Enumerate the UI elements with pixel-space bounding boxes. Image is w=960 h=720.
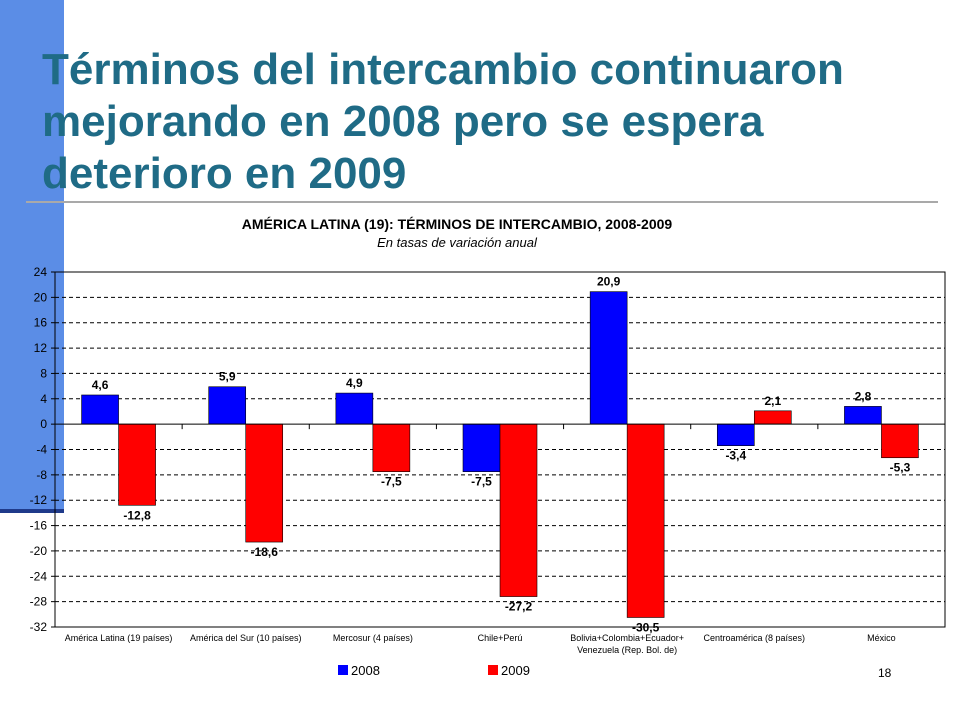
category-label: América Latina (19 países)	[65, 633, 173, 643]
y-tick-label: -32	[30, 620, 48, 634]
category-label: América del Sur (10 países)	[190, 633, 302, 643]
data-label: 4,9	[346, 376, 363, 390]
category-label: Bolivia+Colombia+Ecuador+	[570, 633, 684, 643]
page-number: 18	[878, 666, 892, 680]
y-tick-label: 0	[40, 417, 47, 431]
accent-bar	[0, 0, 64, 512]
category-label: Mercosur (4 países)	[333, 633, 413, 643]
data-label: -30,5	[632, 620, 660, 634]
data-label: -3,4	[725, 449, 746, 463]
legend-swatch-2009	[488, 665, 498, 675]
slide-title: Términos del intercambio continuaron mej…	[42, 45, 844, 198]
data-label: 20,9	[597, 275, 621, 289]
y-tick-label: 16	[34, 316, 48, 330]
y-tick-label: -4	[36, 443, 47, 457]
plot-area-border	[54, 271, 946, 628]
data-label: 2,8	[855, 389, 872, 403]
y-tick-label: -24	[30, 569, 48, 583]
bar-2008-3	[335, 392, 374, 425]
y-tick-label: 8	[40, 366, 47, 380]
data-label: -7,5	[381, 475, 402, 489]
bar-2008-4	[462, 423, 501, 472]
y-tick-label: 4	[40, 392, 47, 406]
legend-label-2008: 2008	[351, 663, 380, 678]
chart-subtitle: En tasas de variación anual	[377, 235, 537, 250]
bar-2009-7	[881, 423, 919, 459]
bar-2008-1	[81, 394, 119, 425]
y-tick-label: 20	[34, 290, 48, 304]
legend-label-2009: 2009	[501, 663, 530, 678]
category-label: Centroamérica (8 países)	[704, 633, 806, 643]
bar-2008-2	[208, 386, 247, 425]
data-label: 5,9	[219, 370, 236, 384]
legend-swatch-2008	[338, 665, 348, 675]
bar-2009-1	[118, 423, 156, 506]
y-tick-label: -8	[36, 468, 47, 482]
bar-2009-6	[753, 410, 792, 425]
title-divider	[26, 201, 938, 203]
data-label: 4,6	[92, 378, 109, 392]
data-label: -7,5	[471, 475, 492, 489]
chart-title: AMÉRICA LATINA (19): TÉRMINOS DE INTERCA…	[241, 216, 673, 232]
y-tick-label: -20	[30, 544, 48, 558]
bar-2008-7	[844, 406, 882, 425]
bar-2009-4	[499, 423, 538, 597]
category-label: México	[867, 633, 896, 643]
bar-2008-5	[589, 291, 628, 425]
bar-2009-5	[626, 423, 665, 618]
data-label: 2,1	[764, 394, 781, 408]
data-label: -18,6	[251, 545, 279, 559]
data-label: -12,8	[123, 508, 151, 522]
y-tick-label: -12	[30, 493, 48, 507]
y-tick-label: -28	[30, 595, 48, 609]
data-label: -5,3	[890, 461, 911, 475]
y-tick-label: 24	[34, 265, 48, 279]
category-label: Chile+Perú	[478, 633, 523, 643]
bar-2009-3	[372, 423, 411, 472]
y-tick-label: -16	[30, 519, 48, 533]
bar-2009-2	[245, 423, 284, 543]
accent-bar-line	[0, 509, 64, 513]
category-label-line2: Venezuela (Rep. Bol. de)	[577, 645, 677, 655]
data-label: -27,2	[505, 600, 533, 614]
bar-2008-6	[716, 423, 755, 446]
y-tick-label: 12	[34, 341, 48, 355]
